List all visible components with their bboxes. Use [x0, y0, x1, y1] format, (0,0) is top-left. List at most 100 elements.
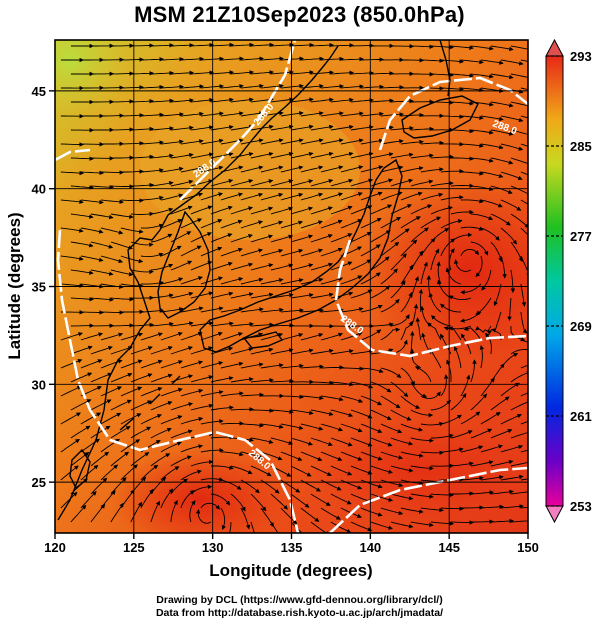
streamline: [480, 377, 495, 397]
streamline: [350, 349, 374, 355]
streamline: [100, 310, 125, 315]
streamline: [100, 199, 124, 205]
streamline: [190, 97, 214, 103]
streamline: [360, 165, 384, 173]
streamline: [270, 348, 294, 355]
streamline: [90, 399, 112, 411]
streamline: [450, 520, 474, 525]
streamline: [140, 488, 154, 509]
streamline: [270, 97, 294, 103]
streamline: [200, 419, 224, 425]
streamline: [110, 297, 134, 302]
streamline: [260, 192, 284, 201]
streamline: [310, 409, 334, 416]
streamline: [370, 465, 393, 474]
streamline: [190, 232, 212, 243]
streamline: [180, 331, 203, 341]
streamline: [130, 269, 154, 275]
x-tick-label: 135: [281, 540, 303, 555]
streamline: [340, 275, 363, 285]
streamline: [60, 199, 84, 205]
streamline: [170, 179, 194, 187]
streamline: [230, 124, 254, 131]
streamline: [450, 209, 474, 215]
map-title: MSM 21Z10Sep2023 (850.0hPa): [134, 2, 465, 27]
streamline: [240, 451, 264, 459]
streamline: [320, 451, 343, 461]
colorbar: 293 285 277 269 261 253: [545, 38, 592, 524]
streamline: [300, 364, 324, 369]
streamline: [300, 451, 323, 461]
streamline: [479, 345, 485, 369]
streamline: [300, 56, 324, 61]
streamline: [200, 56, 224, 61]
streamline: [310, 97, 334, 103]
streamline: [400, 216, 421, 229]
streamline: [270, 292, 294, 299]
streamline: [210, 205, 233, 215]
streamline: [410, 72, 435, 77]
streamline: [180, 388, 204, 397]
colorbar-tick-label: 269: [570, 319, 592, 334]
streamline: [250, 70, 274, 75]
streamline: [390, 521, 414, 529]
streamline: [480, 412, 501, 425]
streamline: [210, 465, 234, 470]
streamline: [180, 84, 204, 89]
streamline: [180, 56, 204, 62]
streamline: [430, 248, 440, 271]
streamline: [330, 178, 354, 187]
streamline: [220, 421, 244, 426]
streamline: [460, 198, 484, 204]
streamline: [150, 98, 174, 103]
streamline: [170, 402, 194, 411]
streamline: [510, 349, 528, 355]
streamline: [520, 87, 528, 91]
streamline: [431, 314, 451, 327]
streamline: [240, 248, 264, 257]
streamline: [260, 248, 284, 257]
streamline: [180, 490, 195, 509]
streamline: [220, 332, 243, 341]
streamline: [230, 407, 254, 412]
streamline: [470, 73, 494, 79]
streamline: [210, 291, 234, 299]
streamline: [100, 464, 119, 481]
streamline: [290, 465, 312, 477]
streamline: [260, 220, 284, 229]
streamline: [410, 409, 434, 418]
streamline: [360, 191, 383, 201]
streamline: [500, 255, 507, 279]
streamline: [140, 195, 164, 201]
streamline: [510, 461, 528, 467]
streamline: [190, 70, 214, 75]
streamline: [70, 504, 87, 523]
streamline: [160, 139, 184, 145]
streamline: [130, 43, 154, 48]
streamline: [500, 444, 524, 453]
streamline: [150, 153, 174, 159]
streamline: [150, 263, 174, 271]
streamline: [250, 234, 274, 243]
streamline: [470, 157, 494, 163]
streamline: [100, 170, 125, 175]
streamline: [70, 425, 91, 439]
streamline: [491, 311, 502, 333]
streamline: [410, 126, 434, 132]
streamline: [70, 297, 94, 302]
streamline: [270, 437, 294, 445]
streamline: [120, 332, 144, 341]
streamline: [240, 111, 264, 117]
streamline: [170, 346, 193, 355]
streamline: [480, 199, 503, 208]
streamline: [220, 479, 242, 490]
streamline: [320, 395, 344, 402]
streamline: [300, 111, 324, 117]
streamline: [240, 56, 264, 61]
streamline: [520, 420, 528, 425]
streamline: [230, 262, 254, 271]
streamline: [310, 206, 333, 215]
streamline: [270, 179, 294, 187]
streamline: [370, 98, 394, 103]
streamline: [420, 167, 444, 173]
